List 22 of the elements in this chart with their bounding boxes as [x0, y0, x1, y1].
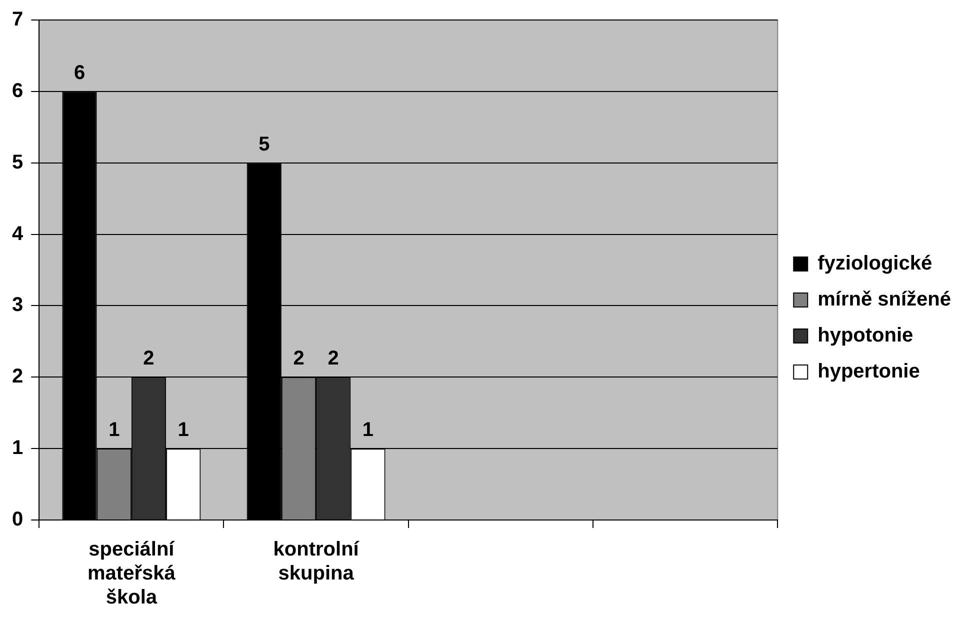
legend-label: mírně snížené — [818, 288, 952, 311]
legend-label: hypertonie — [818, 360, 920, 383]
data-label: 5 — [258, 133, 270, 156]
y-tick-label: 7 — [12, 8, 24, 31]
y-tick-label: 6 — [12, 80, 24, 102]
y-tick-label: 2 — [12, 366, 24, 388]
data-label: 1 — [362, 419, 374, 442]
y-tick-label: 0 — [12, 508, 24, 531]
data-label: 1 — [108, 419, 120, 442]
legend-label: fyziologické — [818, 252, 932, 275]
legend-label: hypotonie — [818, 324, 914, 347]
data-label: 2 — [293, 348, 304, 370]
data-label: 1 — [178, 419, 189, 442]
x-tick-label: kontrolní skupina — [273, 538, 360, 585]
y-tick-label: 1 — [12, 437, 24, 460]
y-tick-label: 3 — [12, 294, 24, 316]
data-label: 2 — [143, 348, 154, 370]
x-tick-label: speciální mateřská škola — [88, 538, 176, 609]
data-label: 2 — [328, 348, 339, 370]
y-tick-label: 4 — [12, 222, 24, 245]
y-tick-label: 5 — [12, 151, 24, 174]
data-label: 6 — [74, 62, 86, 84]
